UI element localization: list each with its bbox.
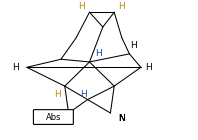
Text: H: H: [145, 63, 152, 72]
Text: H: H: [130, 41, 137, 50]
Text: N: N: [118, 114, 125, 123]
Text: H: H: [118, 2, 125, 11]
Text: N: N: [118, 114, 125, 123]
Text: H: H: [54, 90, 61, 99]
Text: H: H: [80, 90, 87, 99]
Text: Abs: Abs: [46, 113, 61, 122]
Text: N: N: [118, 114, 125, 123]
Text: H: H: [12, 63, 19, 72]
Text: H: H: [79, 2, 85, 11]
Text: H: H: [96, 49, 102, 58]
FancyBboxPatch shape: [33, 110, 73, 124]
